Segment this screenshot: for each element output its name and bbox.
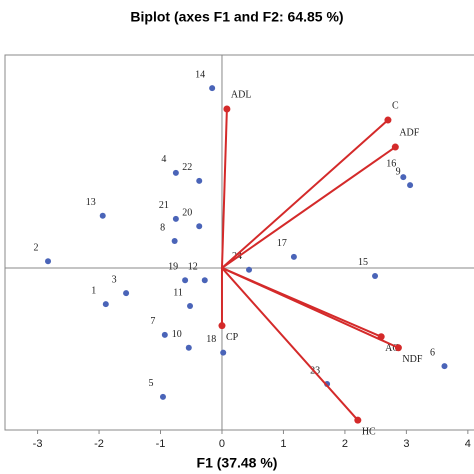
observation-point bbox=[187, 303, 194, 310]
observation-point bbox=[159, 393, 166, 400]
observation-point bbox=[172, 169, 179, 176]
observation-label: 12 bbox=[188, 262, 198, 273]
variable-point bbox=[391, 143, 399, 151]
variable-label: CP bbox=[226, 332, 239, 343]
observation-point bbox=[400, 174, 407, 181]
observation-point bbox=[99, 212, 106, 219]
observation-point bbox=[196, 177, 203, 184]
x-tick-label: 3 bbox=[403, 438, 409, 450]
observation-point bbox=[407, 182, 414, 189]
observation-label: 17 bbox=[277, 238, 287, 249]
observation-label: 15 bbox=[358, 257, 368, 268]
observation-point bbox=[246, 266, 253, 273]
observation-label: 2 bbox=[34, 243, 39, 254]
variable-label: HC bbox=[362, 426, 376, 437]
observation-label: 1 bbox=[91, 285, 96, 296]
observation-label: 5 bbox=[148, 378, 153, 389]
observation-label: 4 bbox=[161, 154, 166, 165]
observation-point bbox=[220, 349, 227, 356]
observation-label: 20 bbox=[182, 208, 192, 219]
observation-point bbox=[441, 363, 448, 370]
observation-label: 16 bbox=[386, 158, 396, 169]
plot-frame bbox=[4, 54, 474, 431]
observation-label: 9 bbox=[396, 166, 401, 177]
observation-point bbox=[123, 290, 130, 297]
variable-label: AC bbox=[385, 343, 399, 354]
variable-vector bbox=[221, 119, 389, 269]
observation-point bbox=[196, 223, 203, 230]
observation-point bbox=[372, 272, 379, 279]
observation-label: 8 bbox=[160, 222, 165, 233]
observation-label: 21 bbox=[159, 200, 169, 211]
variable-vector bbox=[221, 267, 399, 349]
variable-point bbox=[223, 105, 231, 113]
observation-point bbox=[209, 85, 216, 92]
variable-label: C bbox=[392, 100, 399, 111]
observation-label: 3 bbox=[112, 274, 117, 285]
observation-label: 19 bbox=[168, 262, 178, 273]
observation-label: 14 bbox=[195, 69, 205, 80]
x-tick-label: 2 bbox=[342, 438, 348, 450]
observation-point bbox=[171, 237, 178, 244]
variable-label: NDF bbox=[402, 354, 422, 365]
observation-point bbox=[290, 253, 297, 260]
observation-point bbox=[102, 301, 109, 308]
variable-point bbox=[218, 322, 226, 330]
x-tick-label: -3 bbox=[33, 438, 43, 450]
observation-label: 23 bbox=[310, 365, 320, 376]
x-tick-label: -2 bbox=[94, 438, 104, 450]
observation-label: 7 bbox=[150, 316, 155, 327]
variable-vector bbox=[220, 108, 228, 269]
x-tick-label: -1 bbox=[156, 438, 166, 450]
observation-label: 22 bbox=[182, 162, 192, 173]
x-tick-label: 4 bbox=[465, 438, 471, 450]
observation-point bbox=[45, 258, 52, 265]
observation-point bbox=[185, 344, 192, 351]
observation-label: 13 bbox=[86, 197, 96, 208]
observation-point bbox=[172, 215, 179, 222]
x-tick-label: 0 bbox=[219, 438, 225, 450]
variable-point bbox=[354, 416, 362, 424]
observation-label: 11 bbox=[173, 287, 183, 298]
observation-point bbox=[182, 277, 189, 284]
variable-vector bbox=[221, 267, 359, 421]
variable-label: ADF bbox=[399, 127, 419, 138]
chart-title: Biplot (axes F1 and F2: 64.85 %) bbox=[130, 9, 343, 25]
x-axis-label: F1 (37.48 %) bbox=[197, 455, 278, 471]
observation-point bbox=[201, 277, 208, 284]
variable-point bbox=[394, 344, 402, 352]
x-tick-label: 1 bbox=[280, 438, 286, 450]
variable-vector bbox=[221, 146, 396, 269]
observation-label: 10 bbox=[172, 329, 182, 340]
observation-label: 18 bbox=[206, 334, 216, 345]
variable-point bbox=[384, 116, 392, 124]
variable-label: ADL bbox=[231, 89, 252, 100]
observation-label: 6 bbox=[430, 347, 435, 358]
observation-point bbox=[161, 331, 168, 338]
